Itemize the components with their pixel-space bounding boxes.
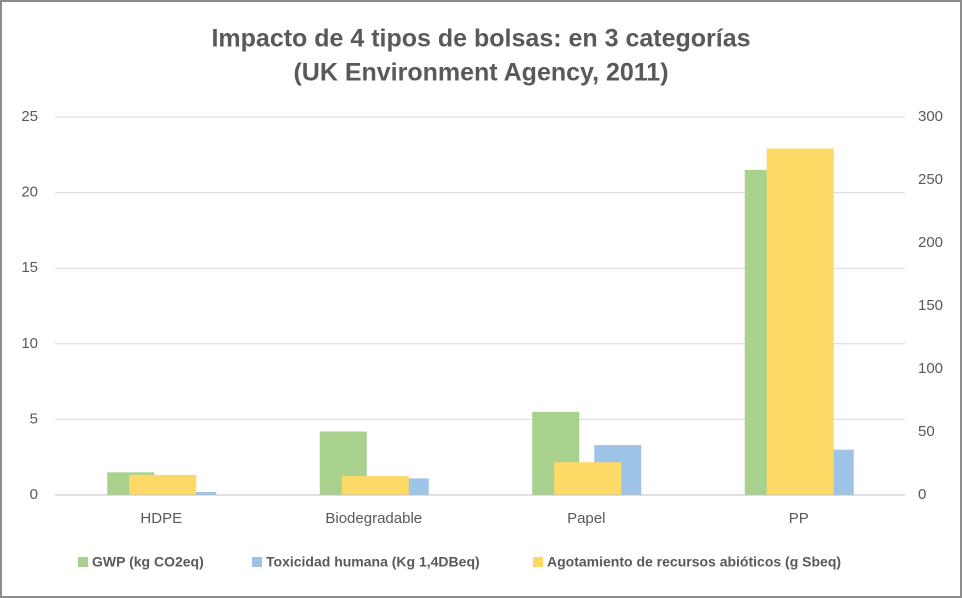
y2-tick-label: 50: [918, 423, 935, 440]
legend-swatch: [78, 557, 88, 567]
y2-tick-label: 200: [918, 234, 943, 251]
y2-tick-label: 150: [918, 297, 943, 314]
y-tick-label: 20: [21, 184, 38, 201]
y2-tick-label: 300: [918, 108, 943, 125]
y-tick-label: 5: [30, 410, 38, 427]
y2-tick-label: 250: [918, 171, 943, 188]
legend-swatch: [252, 557, 262, 567]
x-tick-label: HDPE: [140, 510, 182, 527]
y2-tick-label: 100: [918, 360, 943, 377]
y2-tick-label: 0: [918, 486, 926, 503]
bar: [766, 148, 834, 495]
chart-title: Impacto de 4 tipos de bolsas: en 3 categ…: [211, 25, 750, 53]
y-tick-label: 15: [21, 259, 38, 276]
x-tick-label: Papel: [567, 510, 605, 527]
y-tick-label: 10: [21, 335, 38, 352]
legend-label: GWP (kg CO2eq): [92, 554, 204, 570]
bar: [341, 476, 409, 495]
y-tick-label: 0: [30, 486, 38, 503]
bar: [554, 462, 622, 495]
legend-label: Toxicidad humana (Kg 1,4DBeq): [266, 554, 480, 570]
y-tick-label: 25: [21, 108, 38, 125]
x-tick-label: Biodegradable: [325, 510, 422, 527]
x-tick-label: PP: [789, 510, 809, 527]
chart-subtitle: (UK Environment Agency, 2011): [293, 59, 668, 87]
bar: [129, 474, 197, 495]
legend-swatch: [533, 557, 543, 567]
legend-label: Agotamiento de recursos abióticos (g Sbe…: [547, 554, 841, 570]
